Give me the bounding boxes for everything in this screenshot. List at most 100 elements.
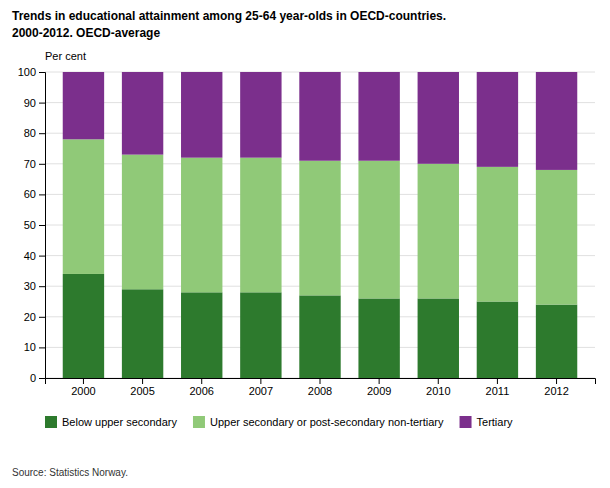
y-tick-label: 10 [24, 341, 36, 353]
y-tick-line [39, 378, 45, 379]
bar [63, 274, 104, 378]
y-tick-label: 60 [24, 188, 36, 200]
bar [122, 72, 163, 155]
bar [536, 72, 577, 170]
y-tick: 20 [24, 311, 45, 323]
y-axis-line [39, 73, 46, 379]
bar [418, 164, 459, 299]
x-tick-line [438, 378, 439, 384]
x-axis-line [46, 379, 596, 385]
series [63, 72, 578, 170]
y-tick: 10 [24, 341, 45, 353]
y-tick-line [39, 317, 45, 318]
bar [477, 302, 518, 379]
y-tick-line [39, 103, 45, 104]
legend-label: Tertiary [477, 416, 514, 428]
y-tick: 30 [24, 280, 45, 292]
x-tick-label: 2006 [189, 385, 213, 397]
chart: Trends in educational attainment among 2… [0, 0, 610, 488]
y-tick-label: 0 [30, 372, 36, 384]
x-tick-line [260, 378, 261, 384]
y-tick-line [39, 133, 45, 134]
y-tick-label: 90 [24, 97, 36, 109]
y-tick-label: 100 [18, 66, 36, 78]
bar [122, 289, 163, 378]
x-tick-label: 2000 [71, 385, 95, 397]
legend: Below upper secondary Upper secondary or … [45, 416, 513, 428]
y-tick-label: 30 [24, 280, 36, 292]
x-tick-line [556, 378, 557, 384]
y-tick-line [39, 286, 45, 287]
bar [240, 72, 281, 158]
y-tick: 40 [24, 250, 45, 262]
bar [477, 167, 518, 302]
legend-swatch [460, 416, 472, 428]
y-tick: 90 [24, 97, 45, 109]
bar [418, 298, 459, 378]
y-tick-line [39, 194, 45, 195]
x-tick: 2006 [189, 378, 213, 397]
x-tick: 2010 [426, 378, 450, 397]
x-tick-label: 2007 [249, 385, 273, 397]
bar [536, 170, 577, 305]
x-axis: 2000 2005 2006 2007 2008 2009 2010 2011 2012 [46, 378, 596, 397]
subtitle: 2000-2012. OECD-average [12, 26, 160, 40]
x-tick: 2005 [130, 378, 154, 397]
x-tick-label: 2011 [486, 385, 510, 397]
bar [181, 158, 222, 293]
bar [240, 292, 281, 378]
x-tick: 2007 [249, 378, 273, 397]
x-tick-label: 2005 [130, 385, 154, 397]
bar [63, 139, 104, 274]
legend-item: Upper secondary or post-secondary non-te… [193, 416, 444, 428]
y-tick-label: 70 [24, 158, 36, 170]
bar [299, 72, 340, 161]
y-tick: 80 [24, 127, 45, 139]
legend-label: Upper secondary or post-secondary non-te… [210, 416, 444, 428]
x-tick: 2008 [308, 378, 332, 397]
bar [122, 155, 163, 290]
grid [45, 72, 595, 378]
bar [299, 161, 340, 296]
bar [358, 298, 399, 378]
bar [536, 305, 577, 378]
x-tick-line [320, 378, 321, 384]
x-tick: 2011 [486, 378, 510, 397]
y-tick-label: 40 [24, 250, 36, 262]
x-tick-line [379, 378, 380, 384]
bar [240, 158, 281, 293]
y-tick: 50 [24, 219, 45, 231]
y-tick-label: 50 [24, 219, 36, 231]
y-tick: 60 [24, 188, 45, 200]
plot: 2000 2005 2006 2007 2008 2009 2010 2011 2012 0 10 2… [18, 66, 596, 397]
y-tick: 70 [24, 158, 45, 170]
y-axis-label: Per cent [45, 50, 86, 62]
legend-item: Tertiary [460, 416, 514, 428]
bar [358, 161, 399, 299]
legend-label: Below upper secondary [62, 416, 177, 428]
title: Trends in educational attainment among 2… [12, 9, 446, 23]
y-tick-line [39, 225, 45, 226]
y-tick-label: 20 [24, 311, 36, 323]
x-tick-line [83, 378, 84, 384]
bar [477, 72, 518, 167]
y-tick-line [39, 256, 45, 257]
annotation: Source: Statistics Norway. [12, 467, 128, 478]
legend-swatch [45, 416, 57, 428]
bars [63, 72, 578, 378]
y-tick-line [39, 164, 45, 165]
x-tick-label: 2012 [544, 385, 568, 397]
y-axis: 0 10 20 30 40 50 60 70 80 90 100 [18, 66, 46, 384]
bar [358, 72, 399, 161]
bar [299, 295, 340, 378]
y-tick-line [39, 347, 45, 348]
x-tick-line [142, 378, 143, 384]
legend-item: Below upper secondary [45, 416, 177, 428]
y-tick-label: 80 [24, 127, 36, 139]
x-tick-label: 2008 [308, 385, 332, 397]
bar [181, 72, 222, 158]
x-tick-label: 2010 [426, 385, 450, 397]
x-tick-label: 2009 [367, 385, 391, 397]
bar [181, 292, 222, 378]
x-tick: 2012 [544, 378, 568, 397]
